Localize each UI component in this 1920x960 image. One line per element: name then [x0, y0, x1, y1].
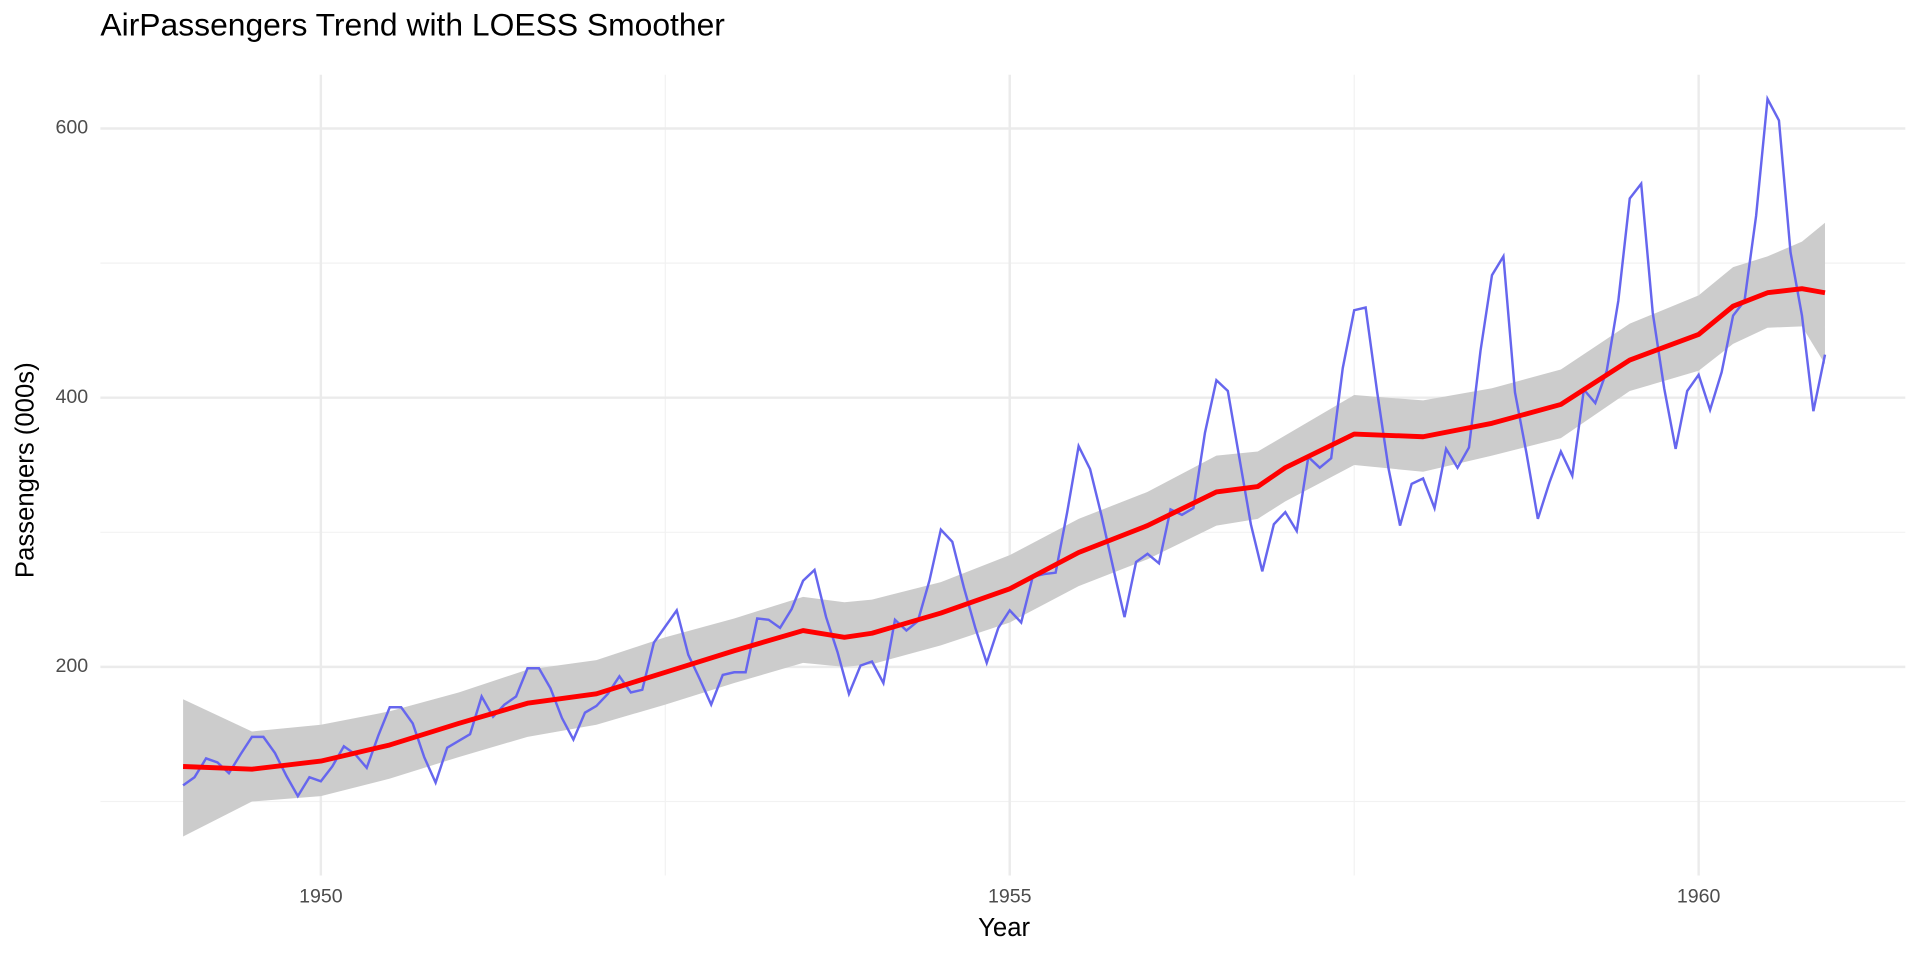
x-tick-label: 1955 [988, 886, 1032, 908]
x-tick-label: 1950 [299, 886, 343, 908]
chart-title: AirPassengers Trend with LOESS Smoother [100, 6, 725, 42]
data-line [182, 94, 1827, 799]
loess-line [182, 286, 1826, 772]
x-axis-label: Year [978, 914, 1030, 942]
y-tick-label: 600 [55, 117, 88, 139]
x-tick-label: 1960 [1677, 886, 1721, 908]
confidence-band [183, 222, 1825, 837]
y-axis-label: Passengers (000s) [12, 362, 40, 578]
y-tick-label: 200 [55, 655, 88, 677]
y-tick-label: 400 [55, 386, 88, 408]
